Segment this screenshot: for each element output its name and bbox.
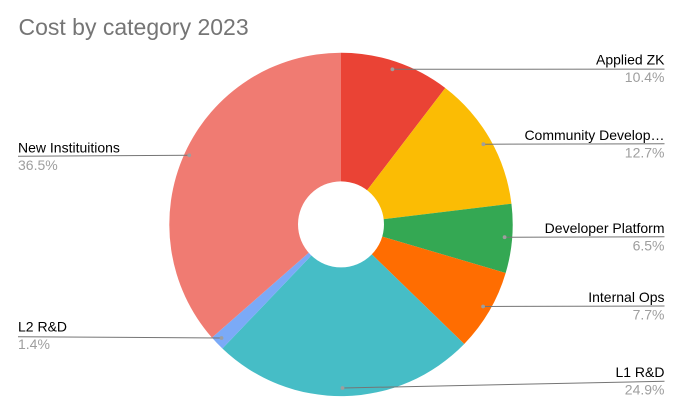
svg-text:Community Develop…: Community Develop… — [524, 127, 664, 143]
svg-text:1.4%: 1.4% — [18, 336, 50, 352]
svg-text:Applied ZK: Applied ZK — [596, 52, 665, 68]
svg-text:36.5%: 36.5% — [18, 157, 58, 173]
svg-text:New Instituitions: New Instituitions — [18, 140, 120, 156]
svg-text:Developer Platform: Developer Platform — [545, 220, 665, 236]
svg-text:24.9%: 24.9% — [625, 382, 665, 398]
svg-text:6.5%: 6.5% — [633, 238, 665, 254]
svg-text:7.7%: 7.7% — [633, 307, 665, 323]
svg-text:10.4%: 10.4% — [625, 69, 665, 85]
svg-text:12.7%: 12.7% — [625, 144, 665, 160]
svg-text:Cost by category 2023: Cost by category 2023 — [19, 14, 249, 40]
svg-text:L1 R&D: L1 R&D — [615, 364, 664, 380]
svg-text:Internal Ops: Internal Ops — [588, 289, 664, 305]
svg-text:L2 R&D: L2 R&D — [18, 319, 67, 335]
